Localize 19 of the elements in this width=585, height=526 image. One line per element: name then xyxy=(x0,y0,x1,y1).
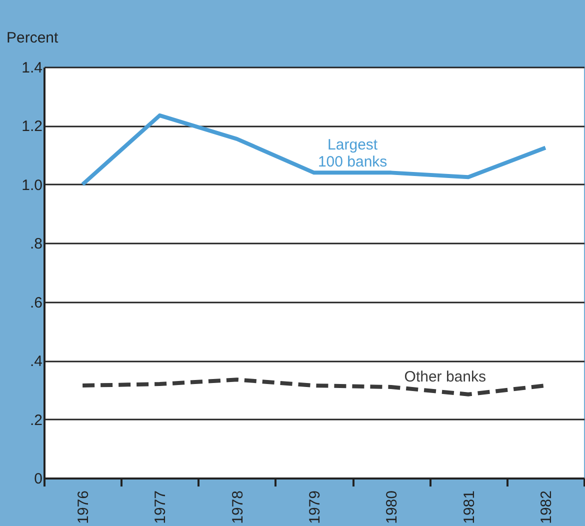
x-tick-label: 1982 xyxy=(538,490,555,524)
y-tick-label: .4 xyxy=(30,353,42,370)
x-tick-label: 1977 xyxy=(152,490,170,524)
y-tick-label: 1.4 xyxy=(22,60,42,76)
x-tick-label: 1978 xyxy=(229,490,246,524)
y-tick-label: .8 xyxy=(30,236,42,253)
line-series xyxy=(80,113,548,186)
y-tick-label: .6 xyxy=(30,294,42,312)
x-tick-label: 1976 xyxy=(75,490,92,524)
y-tick-label: .2 xyxy=(30,412,42,429)
y-tick-label: 0 xyxy=(34,470,42,488)
series-label: Other banks xyxy=(404,368,486,386)
y-axis-title: Percent xyxy=(6,30,60,46)
y-tick-label: 1.2 xyxy=(22,118,42,136)
y-tick-label: 1.0 xyxy=(22,176,42,194)
series-label: Largest 100 banks xyxy=(318,136,388,171)
x-tick-label: 1980 xyxy=(384,490,401,524)
x-tick-label: 1979 xyxy=(306,490,324,524)
x-tick-label: 1981 xyxy=(460,490,478,524)
